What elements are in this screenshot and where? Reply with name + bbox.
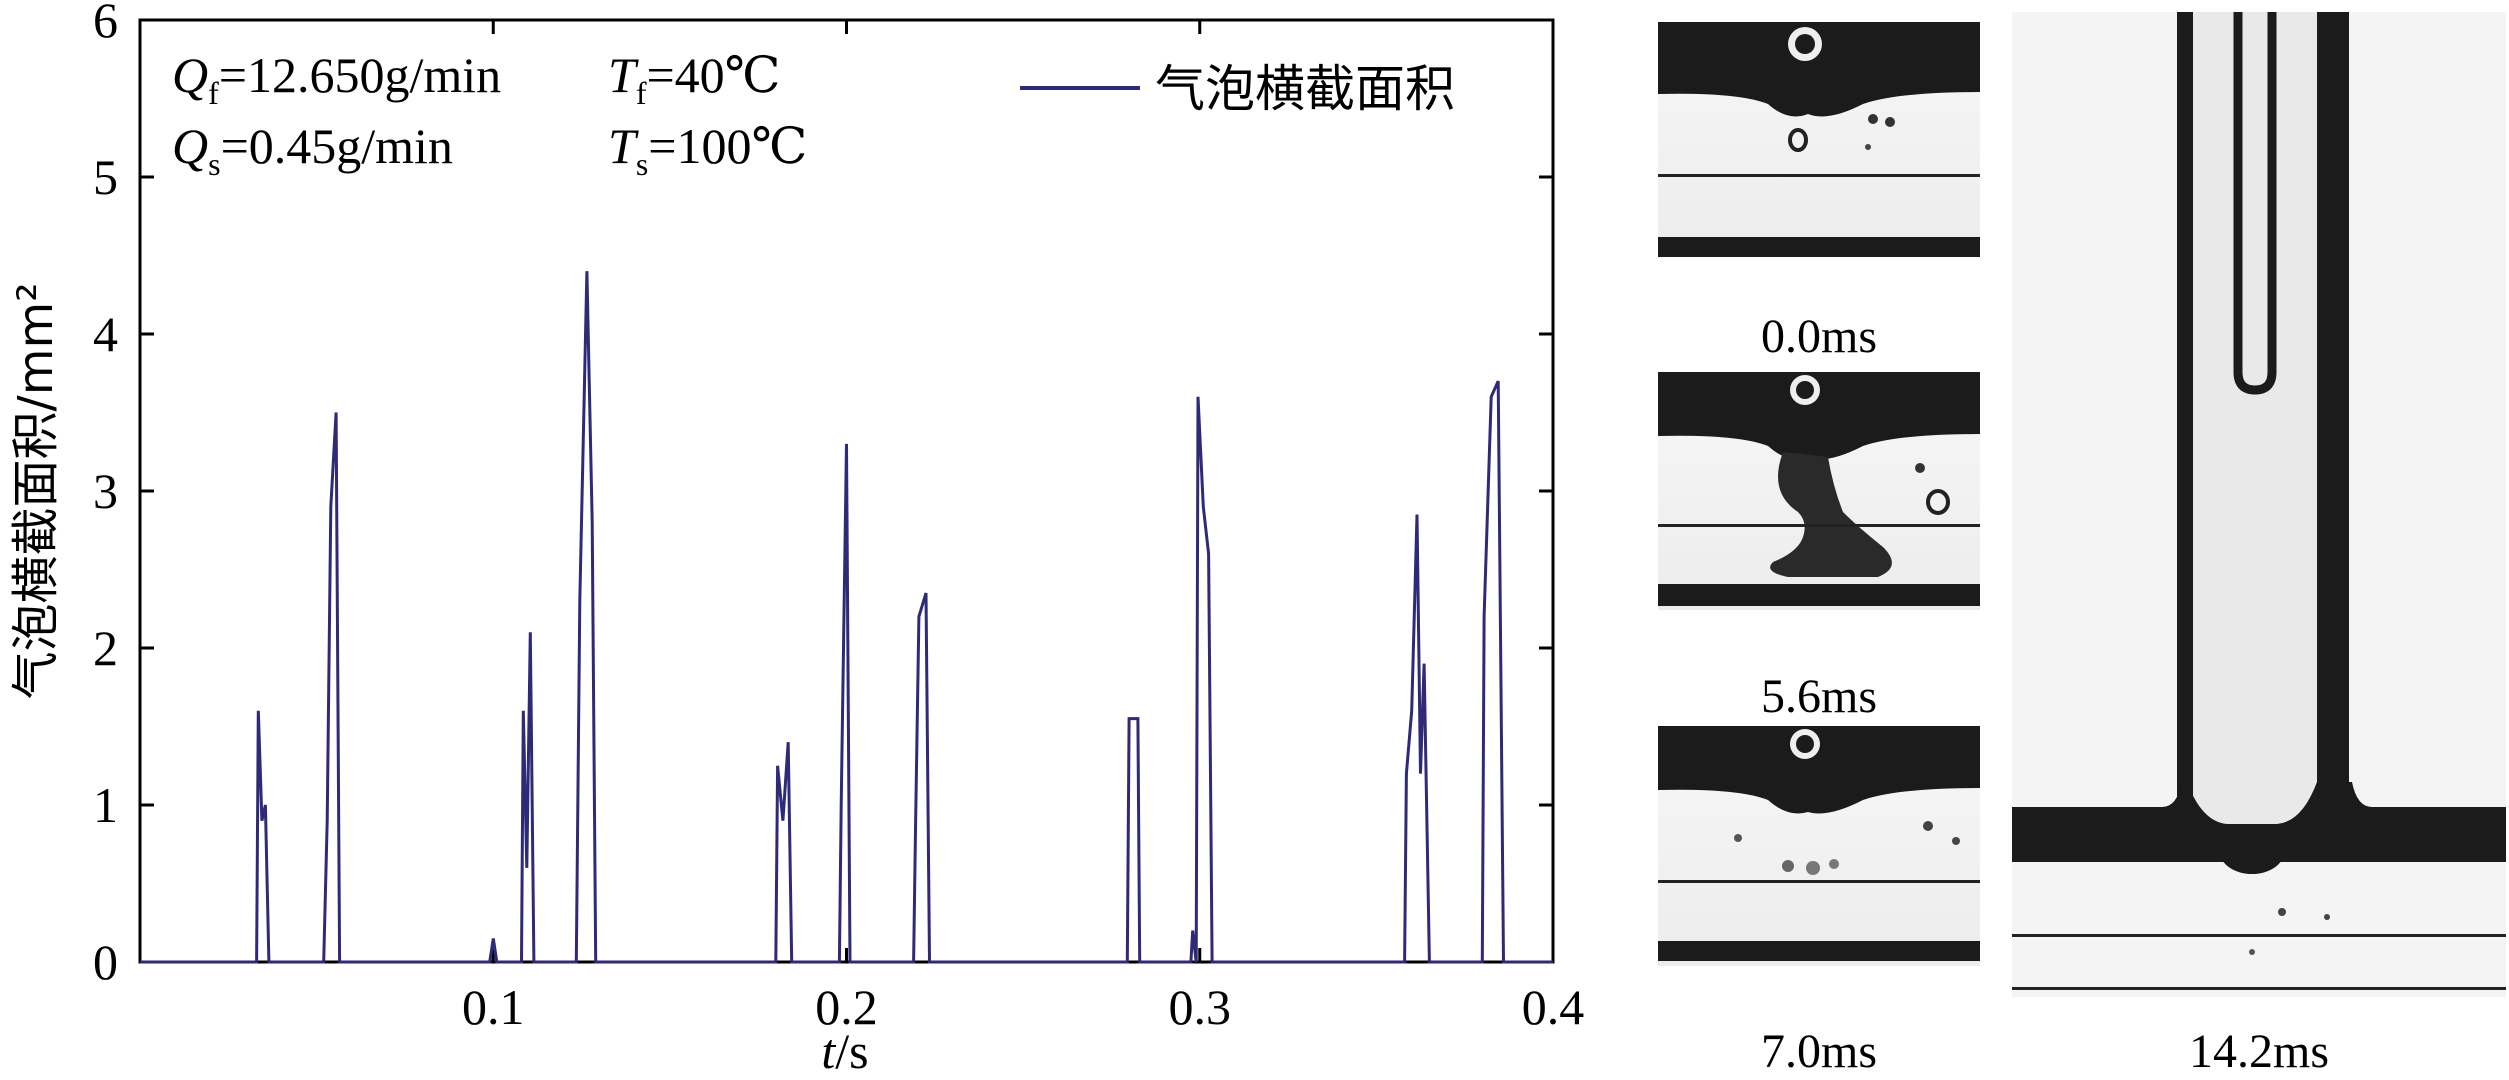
x-axis-unit: /s <box>835 1023 868 1079</box>
y-tick-label: 0 <box>93 934 118 990</box>
qs-value: =0.45g/min <box>221 118 453 174</box>
x-axis-label: t/s <box>821 1023 868 1079</box>
photo-time-label-3: 14.2ms <box>2189 1025 2329 1078</box>
photo-frame-0 <box>1658 22 1980 257</box>
photo-sequence: 0.0ms 5.6ms 7.0ms 14.2ms <box>1658 12 2506 1078</box>
legend-label: 气泡横截面积 <box>1155 60 1455 118</box>
y-tick-label: 5 <box>93 149 118 205</box>
tf-var: T <box>608 47 639 103</box>
x-tick-label: 0.4 <box>1522 979 1585 1035</box>
photo-time-label-2: 7.0ms <box>1761 1025 1877 1078</box>
photo-frame-2 <box>1658 726 1980 966</box>
qf-value: =12.650g/min <box>219 47 501 103</box>
ts-var: T <box>608 118 639 174</box>
qf-sub: f <box>208 75 219 111</box>
annotation-qf: Qf=12.650g/min <box>172 47 501 111</box>
qf-var: Q <box>172 47 208 103</box>
x-tick-label: 0.2 <box>815 979 878 1035</box>
photo-time-label-1: 5.6ms <box>1761 670 1877 723</box>
x-tick-labels: 0.1 0.2 0.3 0.4 <box>462 979 1584 1035</box>
x-tick-label: 0.1 <box>462 979 525 1035</box>
y-tick-label: 4 <box>93 306 118 362</box>
annotation-tf: Tf=40℃ <box>608 47 781 111</box>
x-axis-var: t <box>821 1023 836 1079</box>
y-axis-label: 气泡横截面积/mm² <box>8 283 64 700</box>
photo-frame-3 <box>2012 12 2506 997</box>
axis-ticks <box>140 18 1555 964</box>
series-line-bubble-area <box>140 271 1553 964</box>
y-tick-label: 2 <box>93 620 118 676</box>
qs-var: Q <box>172 118 208 174</box>
tf-sub: f <box>636 75 647 111</box>
tf-value: =40℃ <box>646 47 780 103</box>
annotation-qs: Qs=0.45g/min <box>172 118 453 182</box>
photo-time-label-0: 0.0ms <box>1761 310 1877 363</box>
x-tick-label: 0.3 <box>1169 979 1232 1035</box>
y-tick-labels: 0 1 2 3 4 5 6 <box>93 0 118 990</box>
y-tick-label: 6 <box>93 0 118 48</box>
y-tick-label: 1 <box>93 777 118 833</box>
ts-sub: s <box>636 146 648 182</box>
y-tick-label: 3 <box>93 463 118 519</box>
legend: 气泡横截面积 <box>1020 60 1455 118</box>
qs-sub: s <box>208 146 220 182</box>
ts-value: =100℃ <box>648 118 807 174</box>
photo-frame-1 <box>1658 372 1980 610</box>
annotation-ts: Ts=100℃ <box>608 118 807 182</box>
